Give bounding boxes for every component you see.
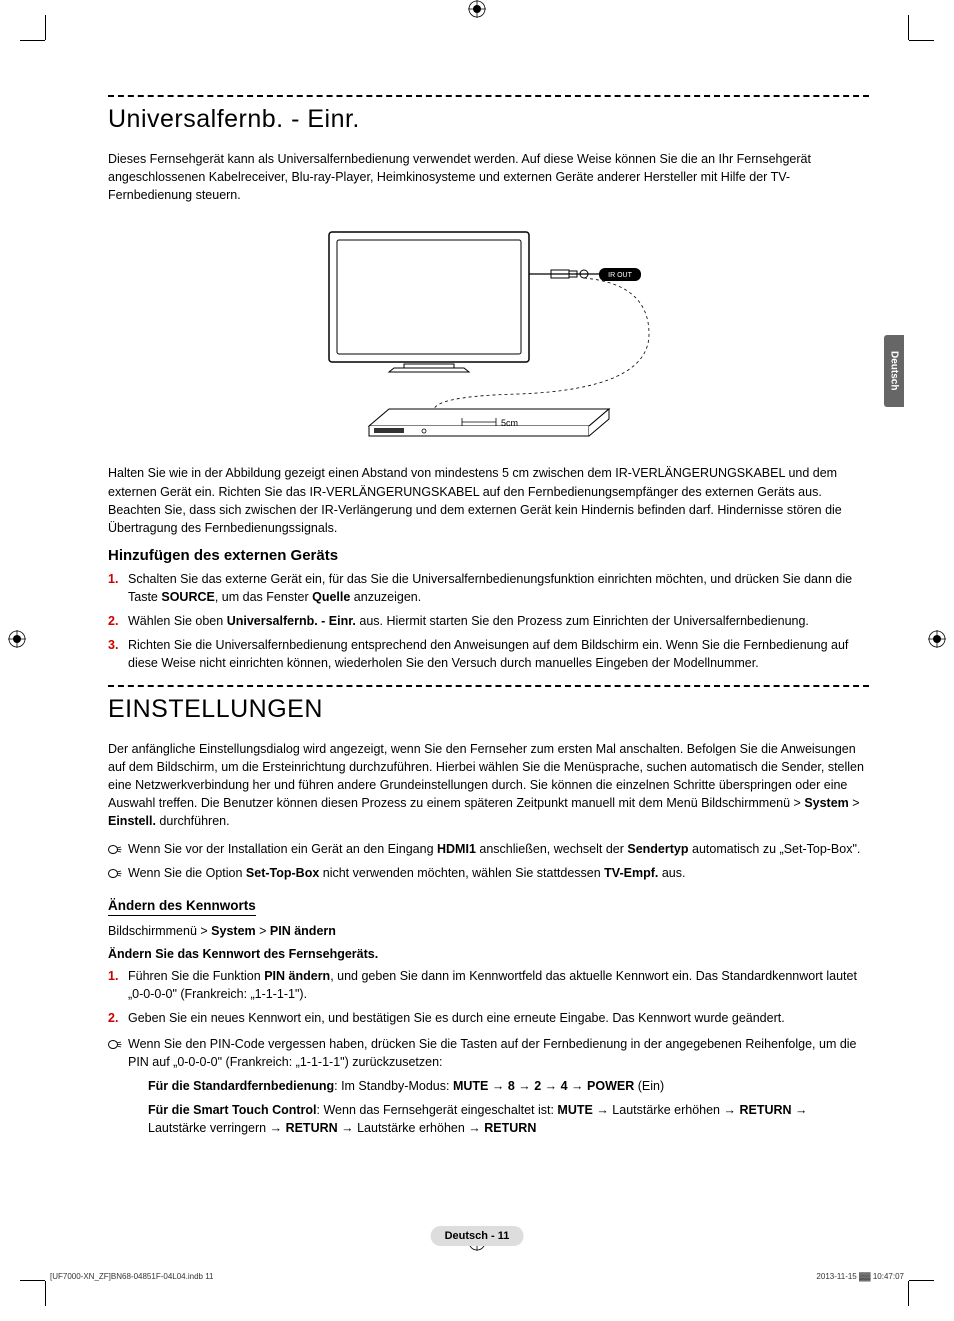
page-content: Universalfernb. - Einr. Dieses Fernsehge… [108,95,869,1146]
section-divider-2 [108,685,869,687]
section1-title: Universalfernb. - Einr. [108,105,869,134]
change-password-steps: 1. Führen Sie die Funktion PIN ändern, u… [108,967,869,1027]
pin-reset-note: Wenn Sie den PIN-Code vergessen haben, d… [108,1035,869,1138]
step-2: 2. Wählen Sie oben Universalfernb. - Ein… [108,612,869,630]
note-icon [108,866,122,884]
change-password-bold: Ändern Sie das Kennwort des Fernsehgerät… [108,947,869,961]
section-divider [108,95,869,97]
page-number-badge: Deutsch - 11 [431,1226,524,1246]
pw-step-1: 1. Führen Sie die Funktion PIN ändern, u… [108,967,869,1003]
note-icon [108,1037,122,1055]
section2-intro: Der anfängliche Einstellungsdialog wird … [108,740,869,831]
ir-diagram: IR OUT 5cm [289,214,689,449]
ir-out-label: IR OUT [608,272,632,279]
footer-filename: [UF7000-XN_ZF]BN68-04851F-04L04.indb 11 [50,1272,214,1281]
section2-title: EINSTELLUNGEN [108,695,869,724]
standard-remote-line: Für die Standardfernbedienung: Im Standb… [128,1077,869,1095]
registration-mark-top [468,0,486,23]
section1-intro: Dieses Fernsehgerät kann als Universalfe… [108,150,869,204]
change-password-breadcrumb: Bildschirmmenü > System > PIN ändern [108,922,869,940]
registration-mark-right [928,630,946,653]
subsection-add-device-title: Hinzufügen des externen Geräts [108,547,869,564]
language-tab: Deutsch [884,335,904,407]
change-password-title: Ändern des Kennworts [108,898,256,916]
note-2: Wenn Sie die Option Set-Top-Box nicht ve… [108,864,869,882]
step-3: 3. Richten Sie die Universalfernbedienun… [108,636,869,672]
language-tab-text: Deutsch [889,351,900,390]
section2-notes: Wenn Sie vor der Installation ein Gerät … [108,840,869,882]
pw-step-2: 2. Geben Sie ein neues Kennwort ein, und… [108,1009,869,1027]
note-icon [108,842,122,860]
registration-mark-left [8,630,26,653]
smart-touch-line: Für die Smart Touch Control: Wenn das Fe… [128,1101,869,1137]
section1-after-diagram: Halten Sie wie in der Abbildung gezeigt … [108,464,869,537]
note-1: Wenn Sie vor der Installation ein Gerät … [108,840,869,858]
add-device-steps: 1. Schalten Sie das externe Gerät ein, f… [108,570,869,673]
pin-note: Wenn Sie den PIN-Code vergessen haben, d… [108,1035,869,1138]
distance-label: 5cm [501,418,518,428]
step-1: 1. Schalten Sie das externe Gerät ein, f… [108,570,869,606]
footer-timestamp: 2013-11-15 ▓▓ 10:47:07 [816,1272,904,1281]
